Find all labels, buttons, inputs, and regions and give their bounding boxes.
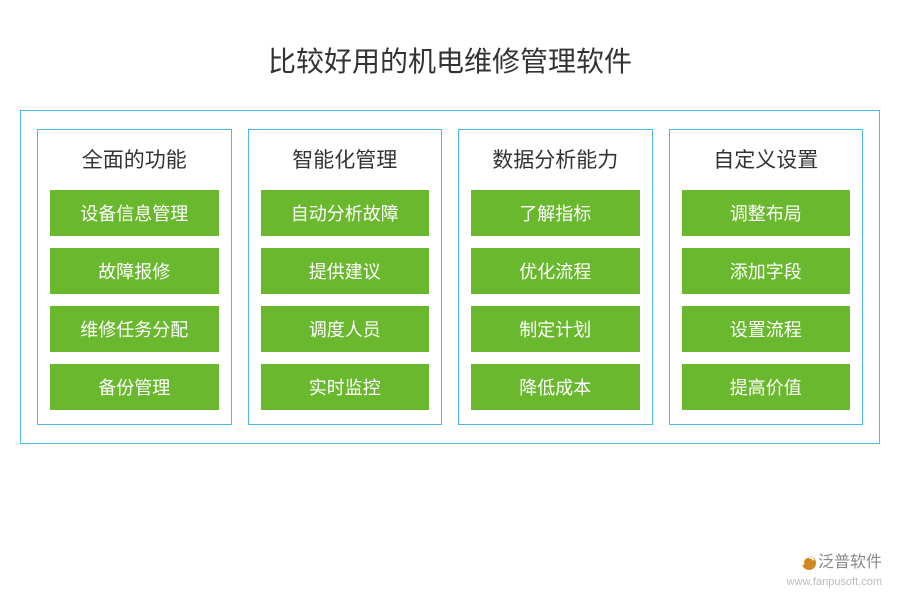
watermark-brand-text: 泛普软件 [818, 554, 882, 571]
column-3: 自定义设置 调整布局 添加字段 设置流程 提高价值 [669, 129, 864, 425]
feature-item: 实时监控 [261, 364, 430, 410]
feature-item: 优化流程 [471, 248, 640, 294]
feature-item: 维修任务分配 [50, 306, 219, 352]
feature-item: 设置流程 [682, 306, 851, 352]
watermark-url: www.fanpusoft.com [787, 575, 882, 590]
column-1: 智能化管理 自动分析故障 提供建议 调度人员 实时监控 [248, 129, 443, 425]
watermark: 泛普软件 www.fanpusoft.com [787, 552, 882, 590]
feature-item: 调整布局 [682, 190, 851, 236]
feature-item: 设备信息管理 [50, 190, 219, 236]
feature-item: 添加字段 [682, 248, 851, 294]
page-title: 比较好用的机电维修管理软件 [0, 0, 900, 110]
column-0: 全面的功能 设备信息管理 故障报修 维修任务分配 备份管理 [37, 129, 232, 425]
watermark-brand: 泛普软件 [787, 552, 882, 574]
feature-item: 提供建议 [261, 248, 430, 294]
feature-item: 提高价值 [682, 364, 851, 410]
logo-icon [802, 556, 816, 570]
outer-container: 全面的功能 设备信息管理 故障报修 维修任务分配 备份管理 智能化管理 自动分析… [20, 110, 880, 444]
feature-item: 故障报修 [50, 248, 219, 294]
column-header: 自定义设置 [713, 144, 818, 174]
column-header: 智能化管理 [292, 144, 397, 174]
column-header: 全面的功能 [82, 144, 187, 174]
feature-item: 备份管理 [50, 364, 219, 410]
feature-item: 了解指标 [471, 190, 640, 236]
feature-item: 降低成本 [471, 364, 640, 410]
column-header: 数据分析能力 [492, 144, 618, 174]
feature-item: 制定计划 [471, 306, 640, 352]
column-2: 数据分析能力 了解指标 优化流程 制定计划 降低成本 [458, 129, 653, 425]
feature-item: 自动分析故障 [261, 190, 430, 236]
feature-item: 调度人员 [261, 306, 430, 352]
